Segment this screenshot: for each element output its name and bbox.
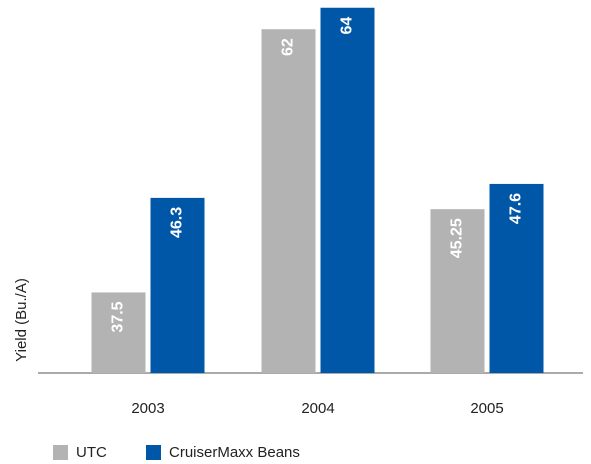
value-label: 46.3 [169, 207, 186, 238]
bar [430, 209, 485, 373]
bar [261, 29, 316, 373]
y-axis-label: Yield (Bu./A) [13, 278, 30, 362]
bar [320, 7, 375, 373]
legend-swatch [146, 445, 161, 460]
bar [489, 183, 544, 373]
value-label: 62 [280, 38, 297, 56]
legend-label: CruiserMaxx Beans [169, 444, 300, 461]
legend-swatch [53, 445, 68, 460]
x-tick-label: 2005 [470, 400, 503, 417]
legend-label: UTC [76, 444, 107, 461]
value-label: 47.6 [508, 193, 525, 224]
value-label: 45.25 [449, 218, 466, 258]
x-tick-label: 2003 [131, 400, 164, 417]
value-label: 64 [339, 17, 356, 35]
x-tick-label: 2004 [301, 400, 334, 417]
bar [150, 197, 205, 373]
value-label: 37.5 [110, 301, 127, 332]
bar [91, 292, 146, 373]
